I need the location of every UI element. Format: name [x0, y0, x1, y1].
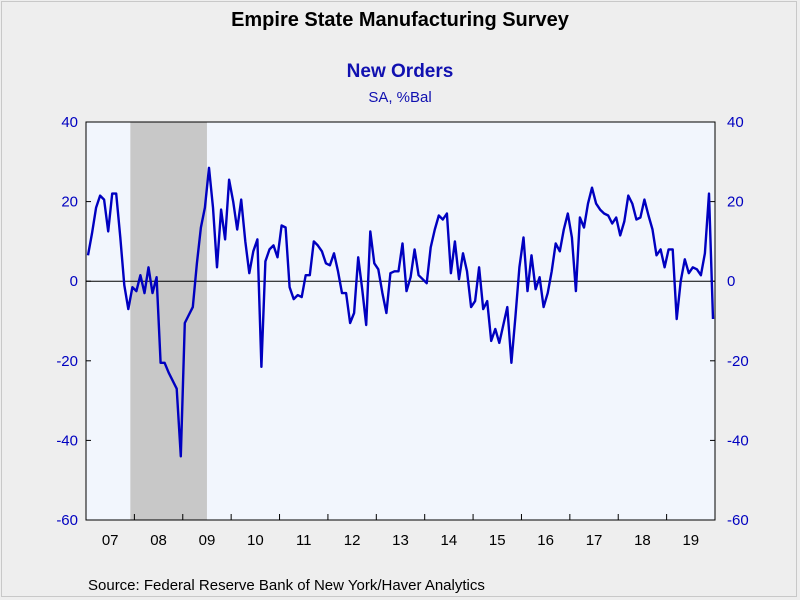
y-tick-label-right: 40 [727, 114, 744, 131]
y-tick-label-left: 40 [61, 114, 78, 131]
y-tick-label-right: 0 [727, 273, 735, 290]
x-tick-label: 11 [296, 532, 312, 549]
y-tick-label-right: -60 [727, 512, 749, 529]
y-tick-label-left: 0 [70, 273, 78, 290]
chart-units: SA, %Bal [368, 89, 432, 106]
recession-band [130, 122, 207, 520]
source-note: Source: Federal Reserve Bank of New York… [88, 577, 485, 594]
x-tick-label: 09 [199, 532, 216, 549]
x-tick-label: 07 [102, 532, 119, 549]
x-tick-label: 13 [392, 532, 409, 549]
x-tick-label: 17 [586, 532, 603, 549]
x-tick-label: 16 [537, 532, 554, 549]
plot-border [85, 121, 716, 521]
x-tick-label: 15 [489, 532, 506, 549]
x-tick-label: 10 [247, 532, 264, 549]
page-title: Empire State Manufacturing Survey [231, 9, 569, 31]
y-tick-label-left: 20 [61, 194, 78, 211]
y-tick-label-left: -40 [56, 432, 78, 449]
x-tick-label: 18 [634, 532, 651, 549]
x-tick-label: 14 [441, 532, 458, 549]
y-tick-label-left: -20 [56, 353, 78, 370]
series-line [86, 166, 715, 458]
y-tick-label-left: -60 [56, 512, 78, 529]
x-tick-label: 19 [682, 532, 699, 549]
chart-subtitle: New Orders [346, 61, 454, 82]
y-tick-label-right: 20 [727, 194, 744, 211]
x-tick-label: 08 [150, 532, 167, 549]
y-tick-label-right: -20 [727, 353, 749, 370]
y-tick-label-right: -40 [727, 432, 749, 449]
x-tick-label: 12 [344, 532, 361, 549]
